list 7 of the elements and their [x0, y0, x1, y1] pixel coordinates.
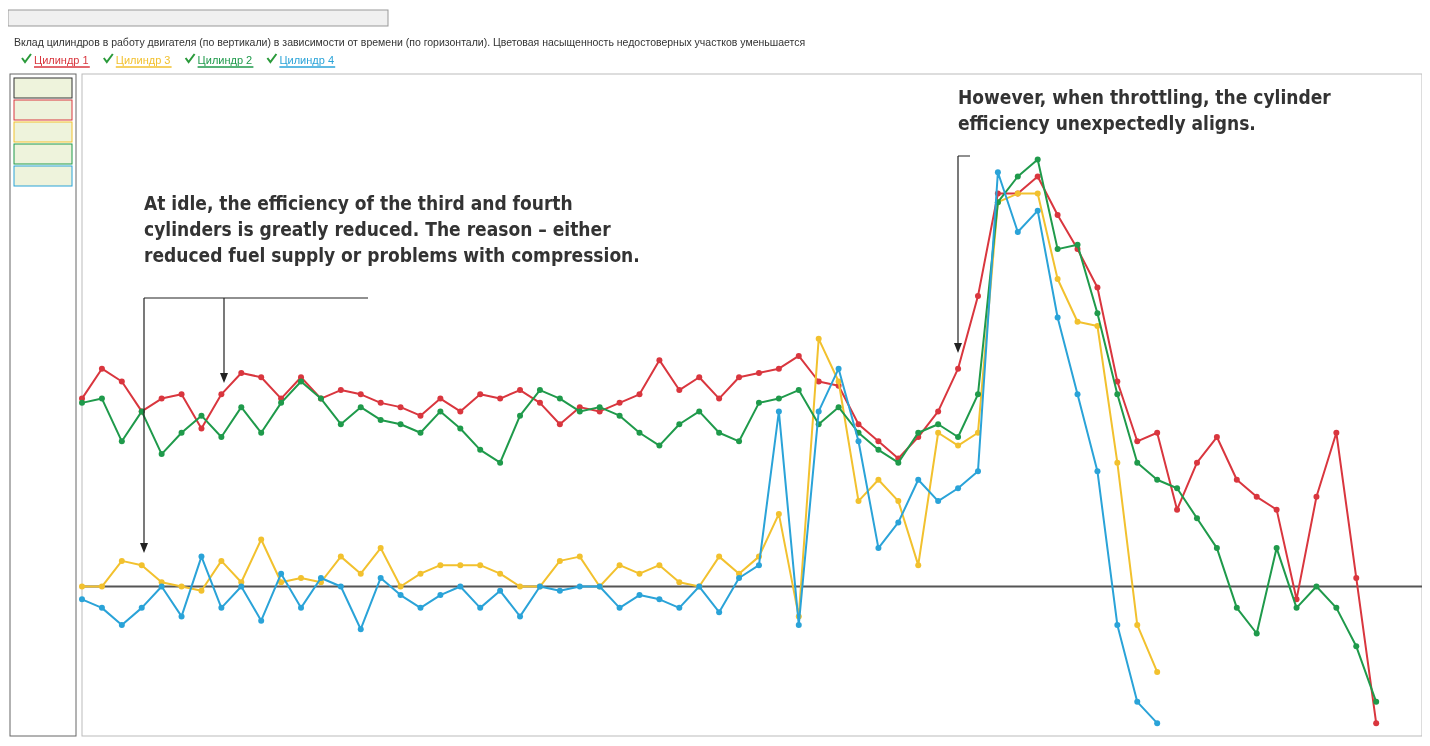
text: However, when throttling, the cylinder efficiency unexpectedly aligns.: [958, 86, 1332, 134]
text: Цилиндр 1: [34, 54, 89, 66]
chart-title: Вклад цилиндров в работу двигателя (по вертикали) в зависимости от времени (по горизонтали). Цветовая насыщенность недостоверных участков уменьшается: [14, 36, 806, 48]
text: Цилиндр 3: [115, 54, 171, 66]
text: Цилиндр 4: [279, 54, 335, 66]
text: Цилиндр 2: [197, 54, 253, 66]
annotation: At idle, the efficiency of the third and fourth cylinders is greatly reduced. The reason – either reduced fuel supply or problems with compression.: [144, 192, 640, 266]
